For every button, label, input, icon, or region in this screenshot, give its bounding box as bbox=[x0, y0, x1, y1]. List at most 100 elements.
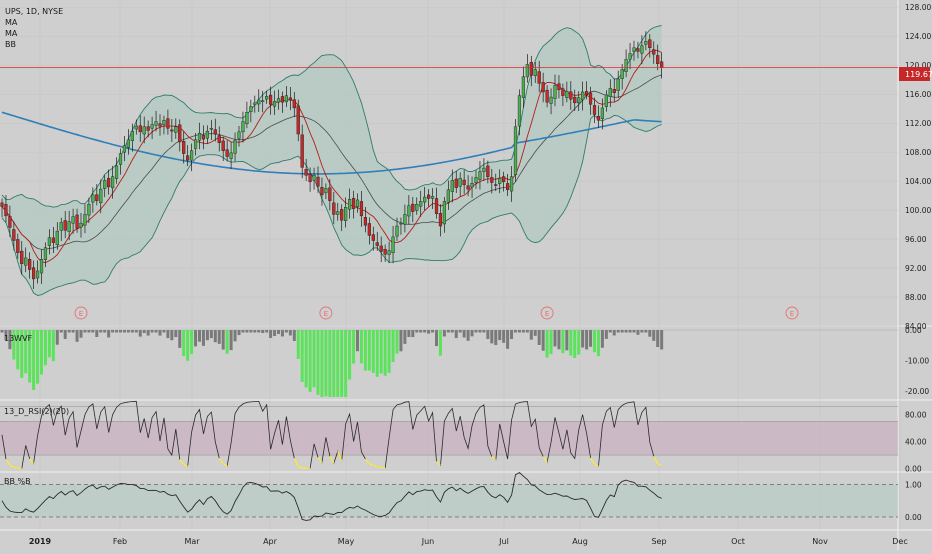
x-tick-label: Jul bbox=[498, 537, 509, 546]
wvf-bar bbox=[435, 330, 438, 346]
candle-body bbox=[400, 223, 403, 224]
wvf-bar bbox=[360, 330, 363, 363]
wvf-bar bbox=[44, 330, 47, 365]
wvf-bar bbox=[48, 330, 51, 357]
wvf-bar bbox=[644, 330, 647, 332]
candle-body bbox=[155, 122, 158, 126]
y-tick-label: 116.00 bbox=[905, 90, 931, 99]
wvf-bar bbox=[652, 330, 655, 341]
wvf-bar bbox=[463, 330, 466, 337]
wvf-bar bbox=[245, 330, 248, 332]
candle-body bbox=[613, 89, 616, 93]
x-tick-label: Apr bbox=[263, 537, 278, 546]
candle-body bbox=[52, 238, 55, 243]
wvf-bar bbox=[186, 330, 189, 361]
candle-body bbox=[64, 220, 67, 230]
wvf-bar bbox=[52, 330, 55, 361]
candle-body bbox=[419, 201, 422, 206]
candle-body bbox=[621, 70, 624, 79]
wvf-bar bbox=[593, 330, 596, 352]
earnings-marker-label: E bbox=[545, 310, 549, 318]
x-tick-label: Sep bbox=[651, 537, 666, 546]
wvf-bar bbox=[313, 330, 316, 387]
candle-body bbox=[601, 108, 604, 119]
wvf-bar bbox=[1, 330, 4, 332]
wvf-bar bbox=[281, 330, 284, 336]
candle-body bbox=[644, 41, 647, 44]
wvf-bar bbox=[486, 330, 489, 339]
candle-body bbox=[317, 177, 320, 186]
candle-body bbox=[12, 229, 15, 240]
wvf-bar bbox=[261, 330, 264, 333]
candle-body bbox=[174, 127, 177, 133]
candle-body bbox=[427, 195, 430, 199]
wvf-bar bbox=[317, 330, 320, 395]
candle-body bbox=[423, 197, 426, 202]
wvf-bar bbox=[320, 330, 323, 397]
wvf-bar bbox=[640, 330, 643, 332]
candle-body bbox=[32, 268, 35, 279]
indicator-label-ma-2: MA bbox=[5, 29, 18, 38]
earnings-marker-label: E bbox=[790, 310, 794, 318]
rsi-pane-title: 13_D_RSI(2)(20) bbox=[4, 407, 69, 416]
candle-body bbox=[1, 203, 4, 207]
candle-body bbox=[84, 214, 87, 225]
earnings-marker-label: E bbox=[79, 310, 83, 318]
y-tick-label: 112.00 bbox=[905, 119, 931, 128]
candle-body bbox=[305, 169, 308, 175]
candle-body bbox=[226, 150, 229, 157]
candle-body bbox=[198, 133, 201, 140]
wvf-bar bbox=[660, 330, 663, 349]
candle-body bbox=[490, 177, 493, 182]
wvf-bar bbox=[471, 330, 474, 336]
candle-body bbox=[585, 91, 588, 94]
candle-body bbox=[325, 188, 328, 193]
wvf-bar bbox=[546, 330, 549, 357]
candle-body bbox=[182, 141, 185, 153]
candle-body bbox=[660, 62, 663, 68]
candle-body bbox=[340, 209, 343, 220]
candle-body bbox=[60, 222, 63, 230]
candle-body bbox=[163, 120, 166, 125]
candle-body bbox=[242, 122, 245, 132]
wvf-bar bbox=[597, 330, 600, 356]
candle-body bbox=[190, 151, 193, 161]
wvf-bar bbox=[99, 330, 102, 332]
wvf-bar bbox=[332, 330, 335, 397]
candle-body bbox=[297, 106, 300, 134]
wvf-bar bbox=[83, 330, 86, 332]
candle-body bbox=[289, 98, 292, 100]
candle-body bbox=[641, 46, 644, 54]
candle-body bbox=[467, 186, 470, 189]
candle-body bbox=[202, 135, 205, 139]
wvf-bar bbox=[538, 330, 541, 345]
candle-body bbox=[348, 199, 351, 209]
candle-body bbox=[439, 213, 442, 226]
wvf-bar bbox=[336, 330, 339, 397]
candle-body bbox=[506, 183, 509, 189]
wvf-bar bbox=[309, 330, 312, 392]
wvf-bar bbox=[91, 330, 94, 332]
symbol-label: UPS, 1D, NYSE bbox=[5, 7, 63, 16]
wvf-bar bbox=[447, 330, 450, 332]
candle-body bbox=[407, 206, 410, 216]
candle-body bbox=[558, 84, 561, 90]
rsi-oversold-segment bbox=[14, 467, 18, 468]
wvf-bar bbox=[328, 330, 331, 397]
bbp-y-tick-label: 1.00 bbox=[905, 480, 922, 489]
wvf-bar bbox=[569, 330, 572, 356]
candle-body bbox=[167, 119, 170, 129]
wvf-bar bbox=[80, 330, 83, 338]
x-tick-label: Nov bbox=[812, 537, 828, 546]
candle-body bbox=[502, 177, 505, 182]
wvf-bar bbox=[629, 330, 632, 332]
wvf-bar bbox=[159, 330, 162, 336]
rsi-y-tick-label: 40.00 bbox=[905, 438, 927, 447]
wvf-bar bbox=[415, 330, 418, 332]
wvf-bar bbox=[467, 330, 470, 341]
bbp-pane-title: BB %B bbox=[4, 477, 31, 486]
wvf-bar bbox=[68, 330, 71, 332]
candle-body bbox=[222, 141, 225, 151]
